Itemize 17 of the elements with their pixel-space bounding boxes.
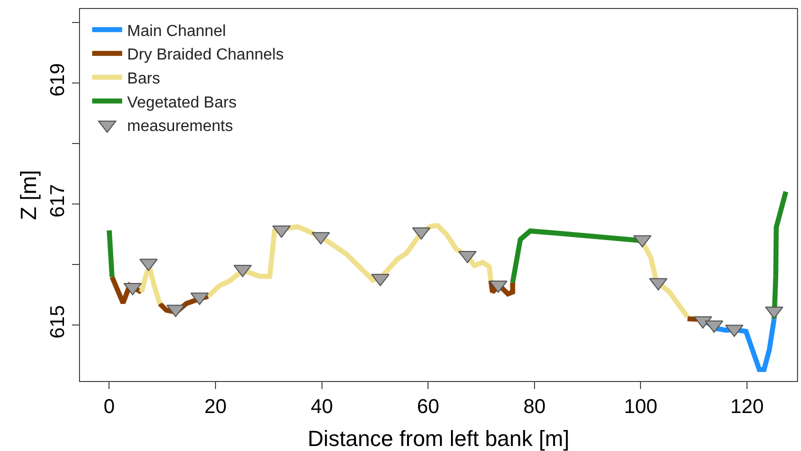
legend-label: Main Channel (127, 22, 226, 40)
x-tick-label: 100 (624, 396, 658, 418)
legend-label: Dry Braided Channels (127, 46, 284, 64)
y-tick-label: 617 (47, 184, 69, 218)
x-tick-label: 20 (204, 396, 227, 418)
x-axis-title: Distance from left bank [m] (308, 426, 570, 451)
y-tick-label: 619 (47, 63, 69, 96)
x-tick-label: 80 (523, 396, 546, 418)
legend-label: measurements (127, 118, 233, 136)
y-axis-title: Z [m] (16, 170, 41, 220)
x-tick-label: 120 (730, 396, 764, 418)
y-tick-label: 615 (47, 305, 69, 338)
legend-label: Vegetated Bars (127, 94, 237, 112)
x-tick-label: 0 (104, 396, 115, 418)
x-tick-label: 40 (310, 396, 333, 418)
x-tick-label: 60 (417, 396, 440, 418)
legend-label: Bars (127, 70, 160, 88)
